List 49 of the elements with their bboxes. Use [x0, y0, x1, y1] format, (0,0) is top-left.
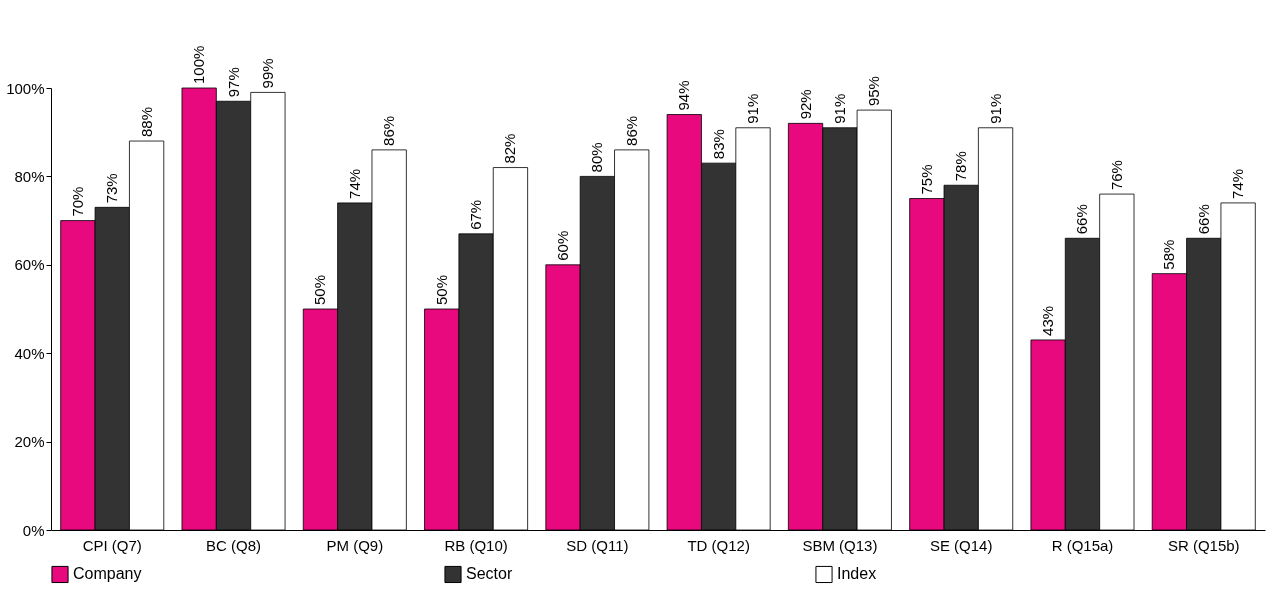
- data-label: 76%: [1107, 160, 1125, 191]
- data-label: 95%: [865, 76, 883, 107]
- data-label: 74%: [345, 168, 363, 199]
- data-label: 75%: [917, 164, 935, 195]
- y-tick-label: 20%: [14, 433, 45, 451]
- data-label: 66%: [1073, 204, 1091, 235]
- y-tick-label: 40%: [14, 344, 45, 362]
- data-label: 67%: [467, 199, 485, 230]
- x-tick-label: RB (Q10): [444, 536, 508, 554]
- x-tick-label: SE (Q14): [929, 536, 993, 554]
- data-label: 80%: [588, 142, 606, 173]
- data-label: 78%: [952, 151, 970, 182]
- x-tick-label: CPI (Q7): [82, 536, 142, 554]
- data-label: 50%: [432, 274, 450, 305]
- data-label: 91%: [986, 93, 1004, 124]
- data-label: 86%: [380, 115, 398, 146]
- x-tick-label: PM (Q9): [326, 536, 384, 554]
- legend-label: Index: [837, 565, 877, 583]
- data-label: 82%: [501, 133, 519, 164]
- data-label: 91%: [744, 93, 761, 124]
- y-tick-label: 80%: [14, 167, 45, 185]
- legend-label: Company: [73, 565, 142, 583]
- data-label: 43%: [1039, 305, 1057, 336]
- x-tick-label: SD (Q11): [566, 536, 629, 554]
- data-label: 50%: [311, 274, 329, 305]
- y-tick-label: 0%: [22, 521, 45, 539]
- data-label: 83%: [709, 129, 727, 160]
- data-label: 88%: [137, 107, 155, 138]
- x-tick-label: TD (Q12): [687, 536, 750, 554]
- data-label: 73%: [103, 173, 121, 204]
- data-label: 60%: [554, 230, 571, 261]
- data-label: 66%: [1194, 204, 1212, 235]
- x-tick-label: BC (Q8): [206, 536, 262, 554]
- x-tick-label: SBM (Q13): [802, 536, 878, 554]
- data-label: 100%: [190, 45, 208, 84]
- data-label: 99%: [258, 58, 276, 89]
- data-label: 74%: [1229, 168, 1247, 199]
- data-label: 97%: [224, 67, 242, 98]
- y-tick-label: 100%: [6, 79, 45, 97]
- x-tick-label: R (Q15a): [1051, 536, 1114, 554]
- data-label: 86%: [622, 115, 640, 146]
- data-label: 94%: [675, 80, 693, 111]
- x-tick-label: SR (Q15b): [1167, 536, 1240, 554]
- legend-label: Sector: [466, 565, 513, 583]
- y-tick-label: 60%: [14, 256, 45, 274]
- data-label: 70%: [68, 186, 86, 217]
- data-label: 92%: [796, 89, 814, 120]
- data-label: 58%: [1160, 239, 1178, 270]
- data-label: 91%: [830, 93, 848, 124]
